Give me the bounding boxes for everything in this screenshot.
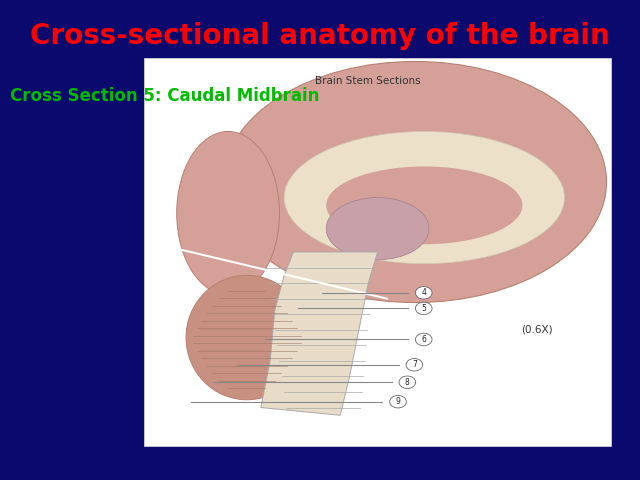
Ellipse shape: [284, 132, 564, 264]
Circle shape: [399, 376, 416, 388]
Text: 8: 8: [405, 378, 410, 387]
Text: 4: 4: [421, 288, 426, 297]
Text: Brain Stem Sections: Brain Stem Sections: [316, 76, 421, 86]
Circle shape: [390, 396, 406, 408]
Circle shape: [415, 287, 432, 299]
FancyBboxPatch shape: [144, 58, 611, 446]
Ellipse shape: [177, 132, 280, 295]
Ellipse shape: [326, 198, 429, 260]
Polygon shape: [261, 252, 378, 415]
Text: Cross Section 5: Caudal Midbrain: Cross Section 5: Caudal Midbrain: [10, 87, 319, 105]
Ellipse shape: [223, 61, 607, 302]
Text: 6: 6: [421, 335, 426, 344]
Circle shape: [406, 359, 422, 371]
Text: (0.6X): (0.6X): [520, 325, 552, 335]
Ellipse shape: [186, 276, 307, 400]
Circle shape: [415, 302, 432, 314]
Text: 9: 9: [396, 397, 401, 406]
Circle shape: [415, 333, 432, 346]
Text: 5: 5: [421, 304, 426, 313]
Ellipse shape: [326, 167, 522, 244]
Text: Cross-sectional anatomy of the brain: Cross-sectional anatomy of the brain: [30, 22, 610, 50]
Text: 7: 7: [412, 360, 417, 369]
